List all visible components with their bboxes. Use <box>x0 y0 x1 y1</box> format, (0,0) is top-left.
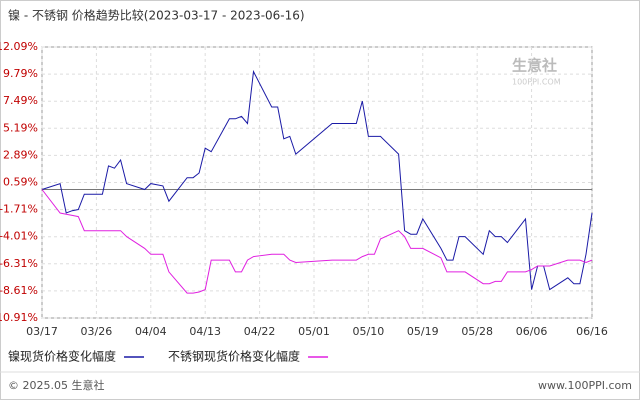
y-tick-label: -1.71% <box>0 203 38 216</box>
y-tick-label: -10.91% <box>0 311 38 324</box>
watermark: 生意社 <box>512 57 557 75</box>
x-tick-label: 05/10 <box>353 325 385 338</box>
plot-area <box>41 46 593 319</box>
chart-title: 镍 - 不锈钢 价格趋势比较(2023-03-17 - 2023-06-16) <box>8 8 305 23</box>
x-tick-label: 04/13 <box>189 325 221 338</box>
y-tick-label: 2.89% <box>3 148 38 161</box>
y-tick-label: 0.59% <box>3 176 38 189</box>
watermark-sub: 100PPI.COM <box>512 78 561 87</box>
footer-right: www.100PPI.com <box>538 379 632 392</box>
series-line <box>41 69 593 291</box>
y-tick-label: 5.19% <box>3 121 38 134</box>
x-tick-label: 04/22 <box>244 325 276 338</box>
y-tick-label: 7.49% <box>3 94 38 107</box>
y-tick-label: -6.31% <box>0 257 38 270</box>
x-tick-label: 06/06 <box>516 325 548 338</box>
x-tick-label: 03/17 <box>26 325 58 338</box>
x-tick-label: 06/16 <box>576 325 608 338</box>
y-tick-label: 9.79% <box>3 67 38 80</box>
y-tick-label: -4.01% <box>0 230 38 243</box>
series-line <box>41 189 593 294</box>
x-tick-label: 05/01 <box>298 325 330 338</box>
x-tick-label: 05/19 <box>407 325 439 338</box>
x-tick-label: 05/28 <box>461 325 493 338</box>
legend-label: 不锈钢现货价格变化幅度 <box>168 349 300 364</box>
y-tick-label: -8.61% <box>0 284 38 297</box>
footer-left: © 2025.05 生意社 <box>8 378 104 392</box>
x-tick-label: 03/26 <box>81 325 113 338</box>
x-tick-label: 04/04 <box>135 325 167 338</box>
y-tick-label: 12.09% <box>0 40 38 53</box>
legend-label: 镍现货价格变化幅度 <box>8 349 116 364</box>
